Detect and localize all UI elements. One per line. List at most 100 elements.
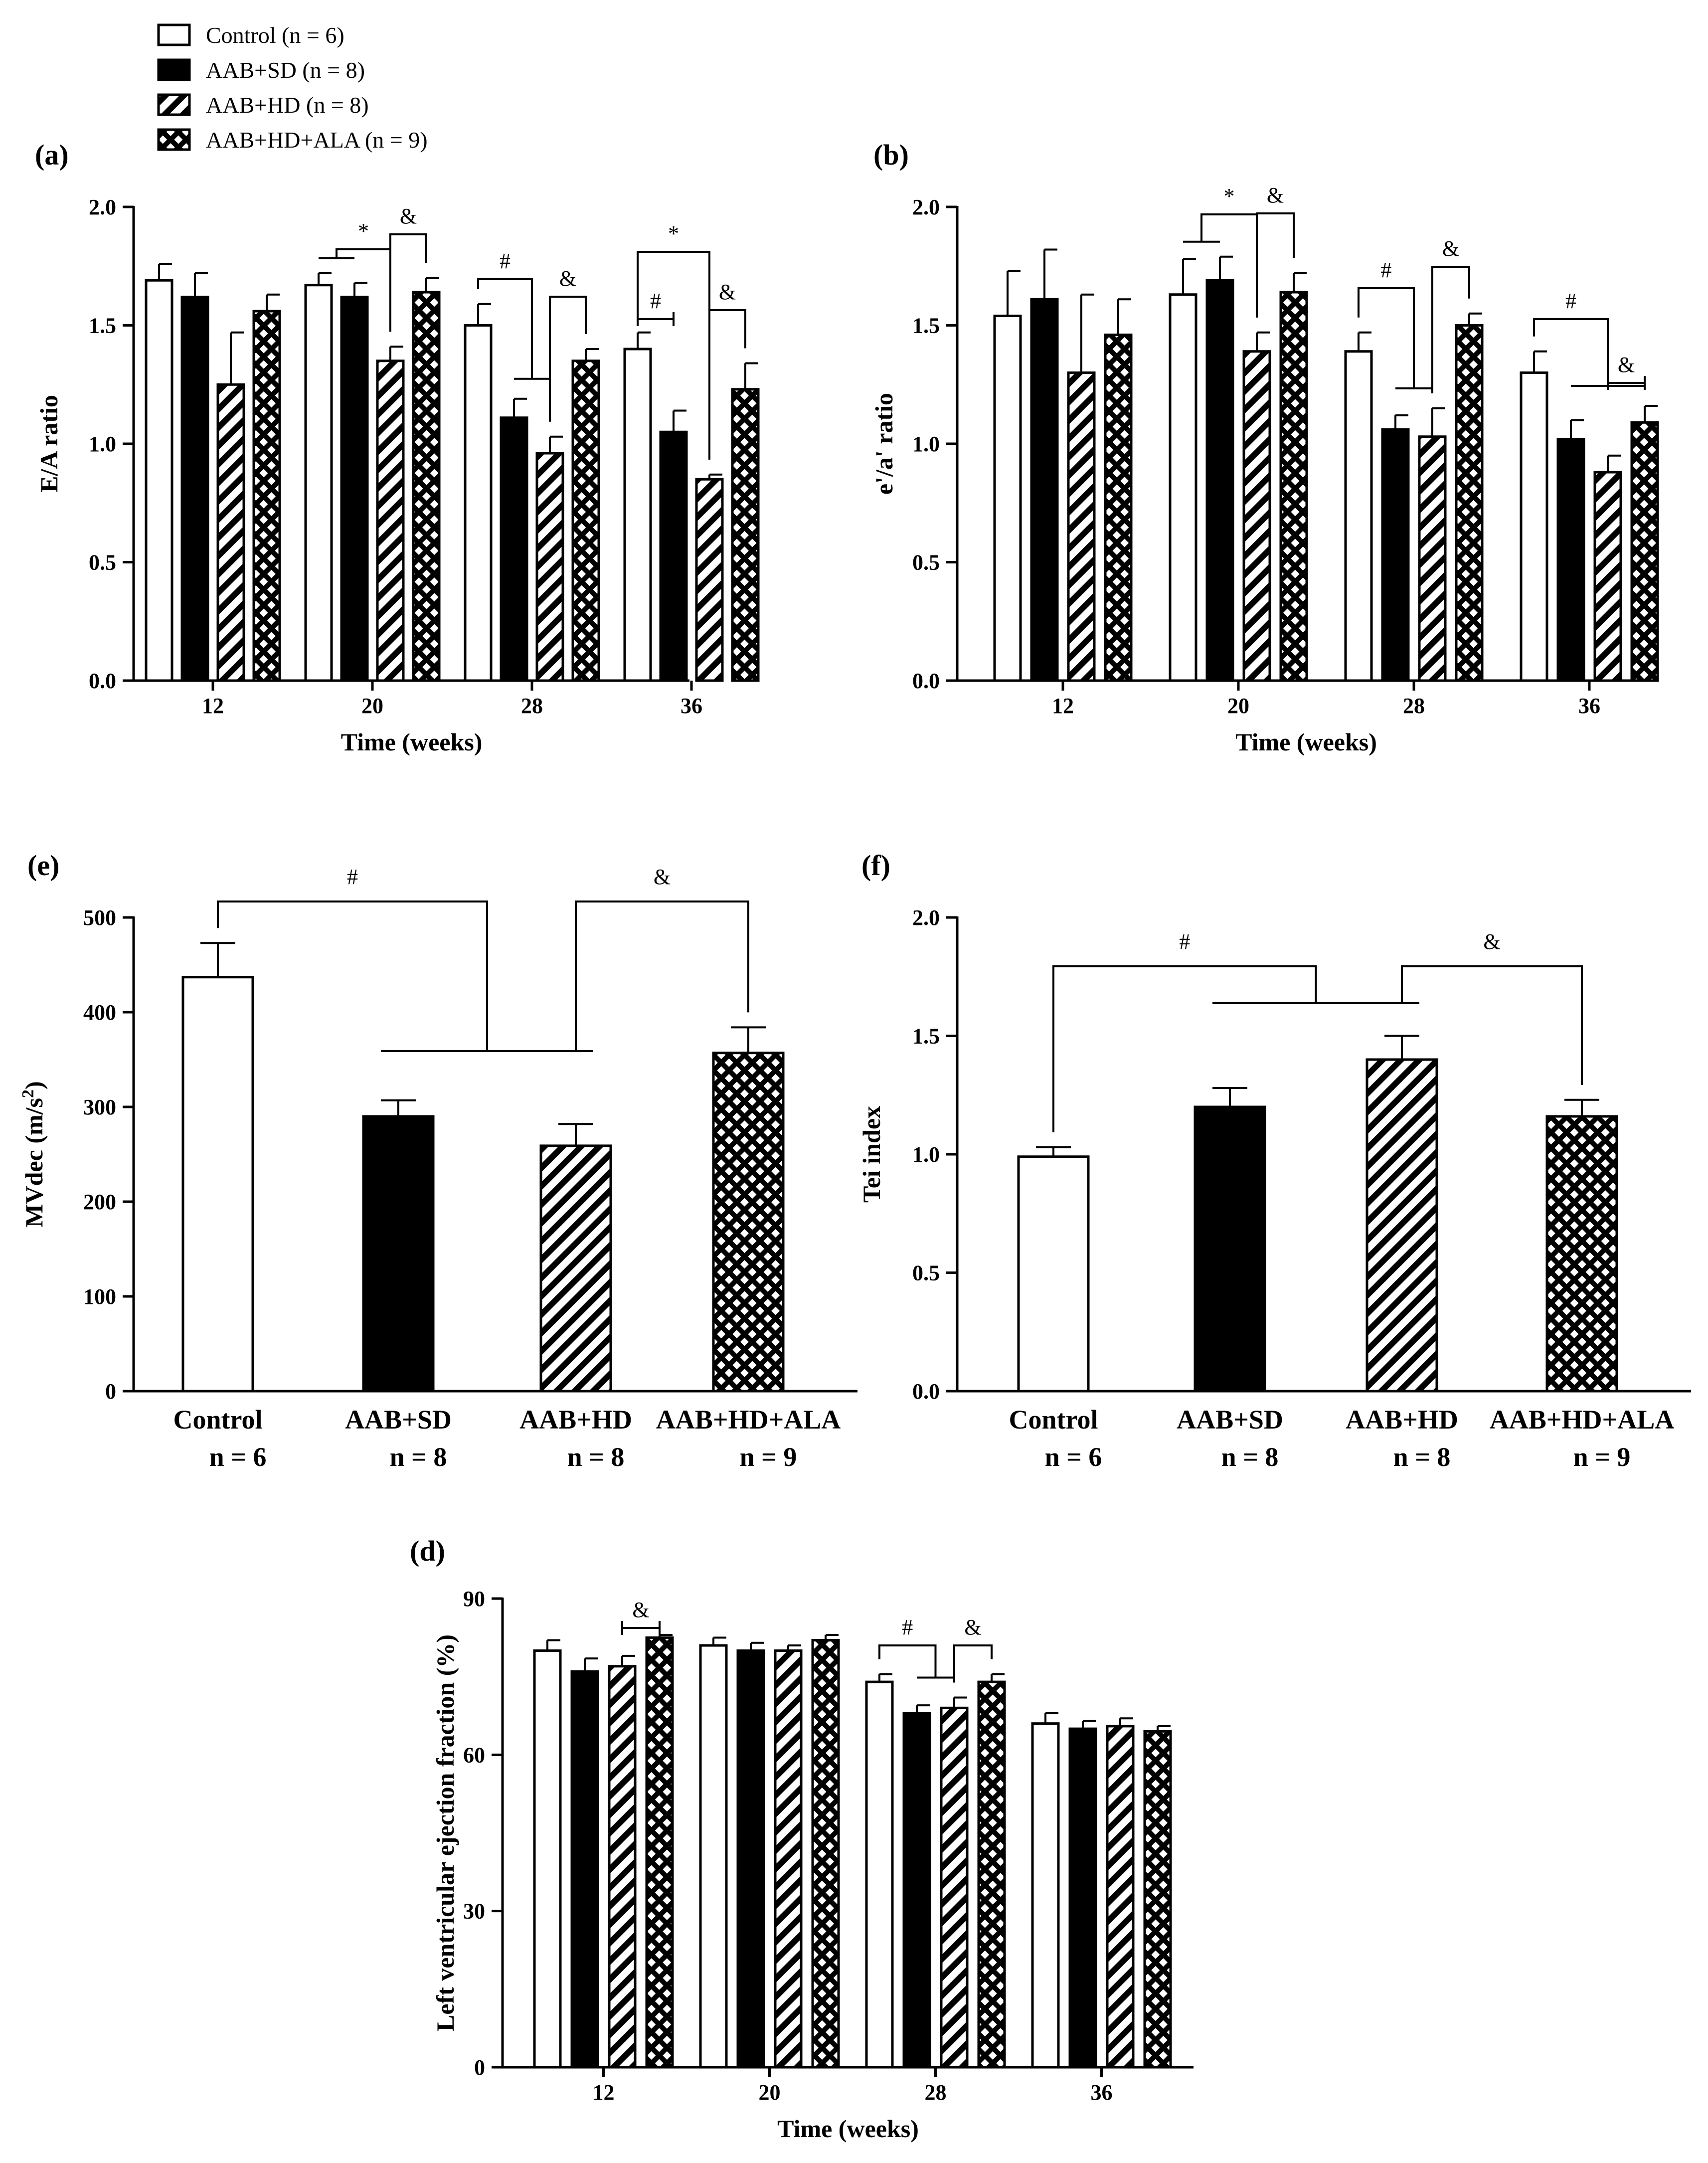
- bar-a-20-1: [340, 296, 369, 682]
- sig-mark-b: &: [1267, 183, 1284, 207]
- x-tick-n-e: n = 8: [567, 1442, 625, 1472]
- x-tick-label-a: 28: [521, 694, 543, 718]
- sig-mark-f: &: [1483, 929, 1500, 954]
- panel-label-b: (b): [873, 139, 909, 171]
- x-tick-label-d: 20: [759, 2080, 781, 2105]
- bar-a-20-3: [412, 291, 441, 682]
- y-tick-label-f: 0.0: [912, 1379, 940, 1404]
- legend-swatch-aab-sd: [157, 58, 191, 81]
- y-tick-label-f: 1.0: [912, 1142, 940, 1167]
- sig-mark-e: &: [654, 865, 671, 889]
- bar-d-20-1: [736, 1649, 765, 2069]
- sig-mark-b: &: [1442, 236, 1459, 261]
- bar-b-20-1: [1205, 279, 1234, 682]
- bar-b-20-3: [1279, 291, 1308, 682]
- bar-b-36-0: [1520, 371, 1548, 682]
- x-tick-label-f: AAB+HD: [1346, 1405, 1458, 1435]
- y-tick-label-d: 90: [463, 1587, 485, 1611]
- bar-a-36-3: [731, 388, 760, 682]
- y-tick-label-e: 200: [83, 1190, 116, 1214]
- x-tick-label-e: AAB+HD+ALA: [656, 1405, 841, 1435]
- sig-bracket-b: [1256, 212, 1295, 318]
- chart-b: (b) 0.0 0.5 1.0 1.5 2.0 e'/a' ratio 12 20 28 36 Tim…: [870, 139, 1659, 756]
- bar-b-36-2: [1593, 471, 1622, 682]
- panel-label-f: (f): [861, 849, 890, 882]
- bar-f-AAB+HD: [1366, 1058, 1438, 1393]
- x-tick-label-b: 28: [1403, 694, 1425, 718]
- x-axis-label-a: Time (weeks): [341, 728, 483, 756]
- y-tick-label-b: 1.5: [912, 314, 940, 338]
- bar-d-20-0: [699, 1644, 728, 2069]
- bar-d-36-1: [1068, 1727, 1097, 2069]
- bar-a-28-2: [535, 452, 564, 682]
- y-tick-label-a: 1.5: [89, 314, 116, 338]
- bar-d-28-3: [977, 1680, 1006, 2069]
- sig-bracket-e: [217, 901, 488, 1051]
- bar-f-Control: [1017, 1155, 1090, 1393]
- legend-label-control: Control (n = 6): [206, 22, 344, 48]
- x-tick-label-a: 12: [202, 694, 224, 718]
- y-tick-label-a: 0.0: [89, 669, 116, 693]
- y-tick-label-b: 1.0: [912, 432, 940, 456]
- y-tick-label-b: 2.0: [912, 195, 940, 219]
- bar-a-12-3: [252, 310, 281, 682]
- legend-label-aab-sd: AAB+SD (n = 8): [206, 57, 365, 83]
- bar-a-12-2: [216, 383, 245, 682]
- bar-a-12-0: [145, 279, 173, 682]
- bar-d-36-3: [1143, 1730, 1172, 2069]
- x-tick-n-f: n = 9: [1573, 1442, 1631, 1472]
- sig-mark-b: &: [1618, 353, 1635, 377]
- y-axis-label-e: MVdec (m/s2): [19, 1081, 48, 1227]
- bar-b-12-2: [1067, 371, 1096, 682]
- sig-mark-b: #: [1381, 258, 1392, 282]
- y-axis-label-end: ): [20, 1081, 48, 1089]
- x-tick-label-e: AAB+SD: [345, 1405, 452, 1435]
- bar-b-20-0: [1169, 293, 1197, 682]
- y-tick-label-e: 100: [83, 1284, 116, 1309]
- x-tick-label-d: 28: [925, 2080, 947, 2105]
- chart-e: (e) 0 100 200 300 400 500 MVdec (m/s2) Control n …: [19, 849, 857, 1472]
- x-tick-n-f: n = 6: [1045, 1442, 1102, 1472]
- y-tick-label-a: 1.0: [89, 432, 116, 456]
- x-tick-n-e: n = 9: [740, 1442, 797, 1472]
- sig-mark-a: &: [719, 280, 736, 304]
- x-tick-label-b: 36: [1578, 694, 1600, 718]
- y-tick-label-e: 500: [83, 905, 116, 930]
- x-tick-label-d: 36: [1091, 2080, 1113, 2105]
- bar-a-28-3: [571, 360, 600, 682]
- bar-d-12-0: [533, 1649, 562, 2069]
- bar-b-28-0: [1344, 350, 1373, 682]
- sig-bracket-b: [1358, 287, 1415, 388]
- sig-bracket-f: [1401, 965, 1583, 1085]
- legend-item-aab-hd: AAB+HD (n = 8): [157, 92, 369, 118]
- sig-mark-d: &: [964, 1615, 981, 1639]
- sig-bracket-a: [708, 309, 746, 460]
- bar-d-36-0: [1031, 1722, 1060, 2069]
- sig-bracket-b: [1533, 318, 1609, 386]
- legend-label-aab-hd: AAB+HD (n = 8): [206, 92, 369, 118]
- x-tick-label-e: AAB+HD: [519, 1405, 632, 1435]
- y-tick-label-d: 30: [463, 1899, 485, 1924]
- legend-swatch-aab-hd-ala: [157, 128, 191, 151]
- bar-e-Control: [181, 976, 254, 1393]
- bar-b-12-1: [1030, 298, 1059, 682]
- y-axis-label-d: Left ventricular ejection fraction (%): [431, 1634, 459, 2031]
- sig-mark-a: &: [559, 266, 576, 291]
- bar-a-12-1: [180, 296, 209, 682]
- bar-b-12-3: [1104, 334, 1133, 682]
- bar-d-28-2: [940, 1706, 969, 2069]
- y-tick-label-e: 300: [83, 1095, 116, 1119]
- sig-bracket-b: [1431, 266, 1470, 393]
- bar-e-AAB+HD: [539, 1144, 612, 1393]
- x-tick-n-e: n = 8: [390, 1442, 447, 1472]
- y-axis-label-sup: 2: [19, 1089, 37, 1098]
- bar-b-28-2: [1418, 435, 1447, 682]
- sig-mark-b: *: [1224, 184, 1235, 208]
- sig-mark-d: &: [632, 1598, 649, 1622]
- panel-label-e: (e): [27, 849, 59, 882]
- bar-b-28-3: [1455, 324, 1484, 682]
- bar-a-36-1: [659, 430, 688, 682]
- y-tick-label-b: 0.0: [912, 669, 940, 693]
